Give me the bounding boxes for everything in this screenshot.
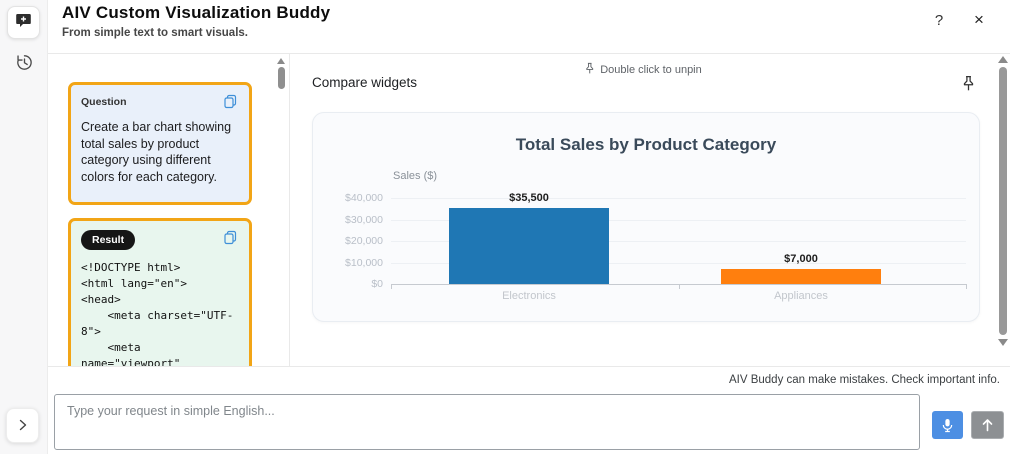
- axis-tick: [391, 285, 392, 289]
- x-axis-line: [391, 284, 967, 285]
- chart-y-axis-label: Sales ($): [393, 170, 438, 182]
- prompt-footer: AIV Buddy can make mistakes. Check impor…: [48, 366, 1010, 454]
- close-button[interactable]: ×: [974, 10, 984, 29]
- main-panel-scrollbar[interactable]: [997, 56, 1009, 364]
- result-card: Result <!DOCTYPE html> <html lang="en"> …: [68, 218, 252, 366]
- new-chat-button[interactable]: [7, 6, 40, 39]
- gridline: [391, 219, 966, 221]
- help-button[interactable]: ?: [934, 11, 944, 29]
- send-button[interactable]: [971, 411, 1004, 439]
- y-tick-label: $0: [371, 278, 383, 290]
- app-subtitle: From simple text to smart visuals.: [62, 27, 248, 39]
- result-badge: Result: [81, 230, 136, 250]
- x-category-label: Appliances: [774, 290, 828, 302]
- axis-tick: [679, 285, 680, 289]
- copy-result-button[interactable]: [223, 230, 239, 246]
- scrollbar-thumb[interactable]: [277, 67, 285, 89]
- scroll-up-arrow[interactable]: [277, 58, 285, 64]
- expand-sidebar-button[interactable]: [6, 408, 39, 443]
- scroll-down-arrow[interactable]: [998, 339, 1008, 346]
- icon-rail: [0, 0, 48, 454]
- prompt-input[interactable]: [54, 394, 920, 450]
- result-card-header: Result: [81, 230, 239, 250]
- copy-question-button[interactable]: [223, 94, 239, 110]
- chat-panel-scrollbar[interactable]: [276, 56, 286, 156]
- unpin-hint: Double click to unpin: [584, 62, 702, 78]
- pin-icon: [963, 75, 974, 91]
- pin-button[interactable]: [961, 75, 979, 93]
- speech-bubble-plus-icon: [15, 12, 32, 34]
- history-button[interactable]: [11, 52, 37, 78]
- y-tick-label: $10,000: [345, 256, 383, 269]
- gridline: [391, 198, 966, 199]
- chat-history-panel: Question Create a bar chart showing tota…: [48, 54, 290, 366]
- chevron-right-icon: [18, 418, 28, 434]
- microphone-icon: [942, 418, 953, 432]
- app-title: AIV Custom Visualization Buddy: [62, 3, 331, 22]
- bar-electronics: [449, 207, 609, 284]
- arrow-up-icon: [982, 419, 993, 432]
- y-tick-label: $20,000: [345, 235, 383, 247]
- app-header: AIV Custom Visualization Buddy From simp…: [48, 0, 1010, 54]
- section-title: Compare widgets: [312, 75, 418, 90]
- axis-tick: [966, 285, 967, 289]
- disclaimer-text: AIV Buddy can make mistakes. Check impor…: [728, 374, 1000, 386]
- x-category-label: Electronics: [502, 290, 556, 302]
- y-tick-label: $40,000: [345, 192, 383, 204]
- question-card: Question Create a bar chart showing tota…: [68, 82, 252, 205]
- bar-value-label: $35,500: [509, 191, 549, 204]
- copy-icon: [224, 230, 237, 245]
- history-clock-icon: [15, 53, 34, 77]
- chart-title: Total Sales by Product Category: [515, 135, 777, 154]
- gridline: [391, 262, 966, 264]
- copy-icon: [224, 94, 237, 109]
- pin-icon: [584, 62, 595, 78]
- question-text: Create a bar chart showing total sales b…: [81, 120, 232, 184]
- result-code-block: <!DOCTYPE html> <html lang="en"> <head> …: [81, 261, 234, 366]
- y-tick-label: $30,000: [345, 213, 383, 226]
- question-badge: Question: [81, 96, 127, 108]
- scrollbar-thumb[interactable]: [999, 67, 1007, 335]
- scroll-up-arrow[interactable]: [998, 56, 1008, 63]
- chart-card: Total Sales by Product Category Sales ($…: [312, 112, 980, 322]
- microphone-button[interactable]: [932, 411, 963, 439]
- visualization-panel: Double click to unpin Compare widgets To…: [290, 54, 996, 366]
- question-card-header: Question: [81, 94, 239, 110]
- bar-appliances: [721, 268, 881, 284]
- bar-value-label: $7,000: [784, 252, 818, 265]
- unpin-hint-text: Double click to unpin: [600, 64, 702, 76]
- gridline: [391, 241, 966, 242]
